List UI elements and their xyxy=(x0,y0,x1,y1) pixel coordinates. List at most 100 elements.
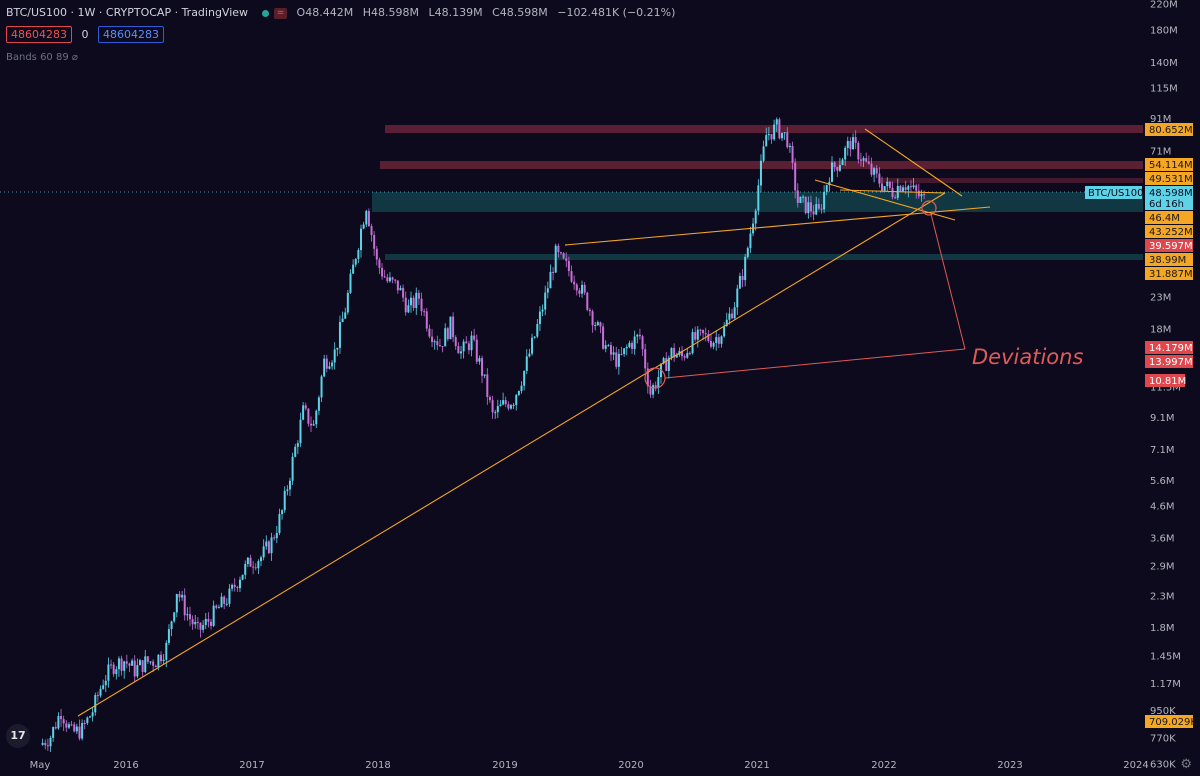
candle-body xyxy=(849,141,852,150)
candle-body xyxy=(412,297,415,309)
candle-body xyxy=(204,618,207,626)
x-tick-label: 2019 xyxy=(492,760,517,771)
candle-body xyxy=(523,370,526,386)
price-label-54114: 54.114M xyxy=(1145,158,1193,171)
candle-body xyxy=(465,341,468,344)
candle-body xyxy=(88,716,91,718)
candle-body xyxy=(686,353,689,358)
candle-body xyxy=(652,385,655,395)
candle-body xyxy=(509,405,512,409)
candle-body xyxy=(833,162,836,168)
y-tick-label: 950K xyxy=(1150,706,1176,717)
candle-body xyxy=(441,346,444,348)
candle-body xyxy=(512,405,515,407)
candle-body xyxy=(273,537,276,539)
candle-body xyxy=(817,204,820,209)
symbol-title[interactable]: BTC/US100 · 1W · CRYPTOCAP · TradingView xyxy=(6,6,249,19)
candle-body xyxy=(299,419,302,444)
candle-body xyxy=(231,584,234,589)
candle-body xyxy=(110,664,113,666)
candle-body xyxy=(402,287,405,298)
candle-body xyxy=(583,284,586,293)
tradingview-logo-icon[interactable]: 17 xyxy=(6,724,30,748)
candle-body xyxy=(296,443,299,447)
candle-body xyxy=(749,233,752,249)
candle-body xyxy=(541,309,544,312)
price-label-43252: 43.252M xyxy=(1145,225,1193,238)
indicator-value-zero: 0 xyxy=(81,28,89,41)
gear-icon[interactable]: ⚙ xyxy=(1180,757,1192,772)
svg-text:10.81M: 10.81M xyxy=(1149,376,1186,387)
candle-body xyxy=(378,259,381,268)
candle-body xyxy=(265,541,268,547)
candle-body xyxy=(270,537,273,554)
wedge-lower-line xyxy=(814,179,956,221)
candle-body xyxy=(491,400,494,413)
candle-body xyxy=(354,258,357,265)
candle-body xyxy=(865,158,868,162)
candle-body xyxy=(641,336,644,350)
candle-body xyxy=(331,362,334,367)
candle-body xyxy=(352,264,355,274)
candle-body xyxy=(557,245,560,253)
candle-body xyxy=(604,345,607,349)
candle-body xyxy=(923,194,926,196)
candle-body xyxy=(857,142,860,160)
y-tick-label: 9.1M xyxy=(1150,413,1175,424)
candle-body xyxy=(246,557,249,564)
svg-text:46.4M: 46.4M xyxy=(1149,213,1180,224)
candle-body xyxy=(696,329,699,340)
y-tick-label: 140M xyxy=(1150,58,1178,69)
candle-body xyxy=(736,288,739,308)
candle-body xyxy=(191,619,194,625)
y-tick-label: 115M xyxy=(1150,84,1178,95)
candle-body xyxy=(73,724,76,732)
bands-indicator-label[interactable]: Bands 60 89 ⌀ xyxy=(6,52,78,63)
candle-body xyxy=(649,386,652,395)
candle-body xyxy=(891,187,894,198)
candle-body xyxy=(741,276,744,281)
x-tick-label: 2021 xyxy=(744,760,769,771)
time-axis[interactable] xyxy=(0,752,1143,776)
candle-body xyxy=(670,347,673,358)
candle-body xyxy=(667,357,670,371)
candle-body xyxy=(310,423,313,426)
candle-body xyxy=(467,343,470,351)
candle-body xyxy=(196,621,199,623)
candle-body xyxy=(302,405,305,420)
candle-body xyxy=(844,147,847,160)
candle-body xyxy=(396,280,399,291)
svg-text:39.597M: 39.597M xyxy=(1149,241,1193,252)
candle-body xyxy=(828,181,831,186)
candle-body xyxy=(754,210,757,224)
candle-body xyxy=(181,595,184,598)
candle-body xyxy=(75,726,78,732)
candle-body xyxy=(149,661,152,663)
candle-body xyxy=(373,235,376,249)
candle-body xyxy=(496,406,499,413)
candle-body xyxy=(375,248,378,260)
candle-body xyxy=(825,185,828,192)
candle-body xyxy=(567,260,570,272)
y-tick-label: 180M xyxy=(1150,26,1178,37)
candle-body xyxy=(886,181,889,187)
flag-icon[interactable]: = xyxy=(274,7,288,19)
deviations-annotation: Deviations xyxy=(972,345,1083,369)
candle-body xyxy=(909,186,912,188)
candle-body xyxy=(562,253,565,259)
price-label-39597: 39.597M xyxy=(1145,239,1193,252)
candle-body xyxy=(388,277,391,282)
eye-hidden-icon[interactable]: ⌀ xyxy=(71,52,78,63)
candle-body xyxy=(770,134,773,140)
y-tick-label: 1.45M xyxy=(1150,651,1181,662)
candle-body xyxy=(438,345,441,347)
candle-body xyxy=(781,132,784,139)
price-label-38-99: 38.99M xyxy=(1145,253,1193,266)
candle-body xyxy=(407,305,410,313)
candle-body xyxy=(102,685,105,689)
candle-body xyxy=(423,311,426,313)
candle-body xyxy=(383,276,386,278)
candle-body xyxy=(720,336,723,344)
candle-body xyxy=(488,396,491,401)
